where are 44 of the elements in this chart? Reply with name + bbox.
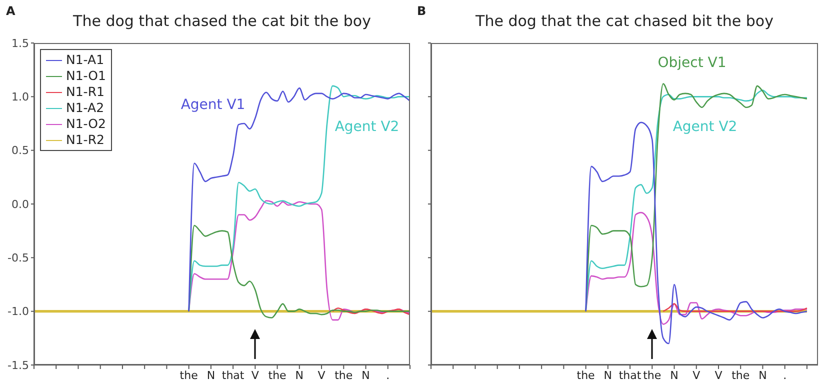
y-tick-label: -1.5 (8, 358, 29, 372)
chart-title: The dog that the cat chased bit the boy (474, 12, 774, 30)
y-tick-label: -1.0 (8, 305, 29, 318)
line-series (188, 224, 410, 318)
chart-title: The dog that chased the cat bit the boy (72, 12, 372, 30)
x-tick-label: the (334, 368, 353, 382)
legend-label: N1-R2 (66, 132, 104, 148)
x-tick-label: V (714, 368, 723, 382)
y-tick-label: 0.0 (12, 198, 29, 211)
x-tick-label: that (618, 368, 642, 382)
legend-label: N1-O2 (66, 116, 106, 132)
text: A (6, 4, 16, 18)
x-tick-label: V (692, 368, 701, 382)
line-series (332, 307, 410, 316)
legend-label: N1-R1 (66, 84, 104, 100)
legend-label: N1-A2 (66, 100, 104, 116)
x-tick-label: V (251, 368, 260, 382)
annotation: Agent V2 (334, 119, 400, 135)
x-tick-label: N (362, 368, 370, 382)
x-tick-label: the (576, 368, 596, 382)
line-series (188, 200, 410, 321)
x-tick-label: that (222, 368, 245, 382)
x-tick-label: the (643, 368, 662, 382)
annotation: Agent V2 (672, 119, 738, 135)
x-tick-label: N (295, 368, 304, 382)
x-tick-label: N (670, 368, 678, 382)
x-tick-label: the (180, 368, 198, 382)
y-tick-label: 1.0 (12, 90, 29, 104)
x-tick-label: the (268, 368, 287, 382)
x-tick-label: . (386, 368, 390, 382)
legend-label: N1-A1 (66, 52, 104, 68)
x-tick-label: N (604, 368, 612, 382)
legend-label: N1-O1 (66, 68, 106, 84)
x-tick-label: V (318, 368, 326, 382)
x-tick-label: N (206, 368, 216, 382)
x-tick-label: . (783, 368, 787, 382)
y-tick-label: 1.5 (12, 36, 29, 50)
y-tick-label: 0.5 (12, 144, 29, 158)
annotation: Object V1 (658, 55, 726, 71)
y-tick-label: -0.5 (8, 252, 29, 265)
x-tick-label: N (758, 368, 767, 382)
annotation: Agent V1 (180, 97, 246, 113)
text: B (417, 4, 426, 18)
x-tick-label: the (732, 368, 750, 382)
